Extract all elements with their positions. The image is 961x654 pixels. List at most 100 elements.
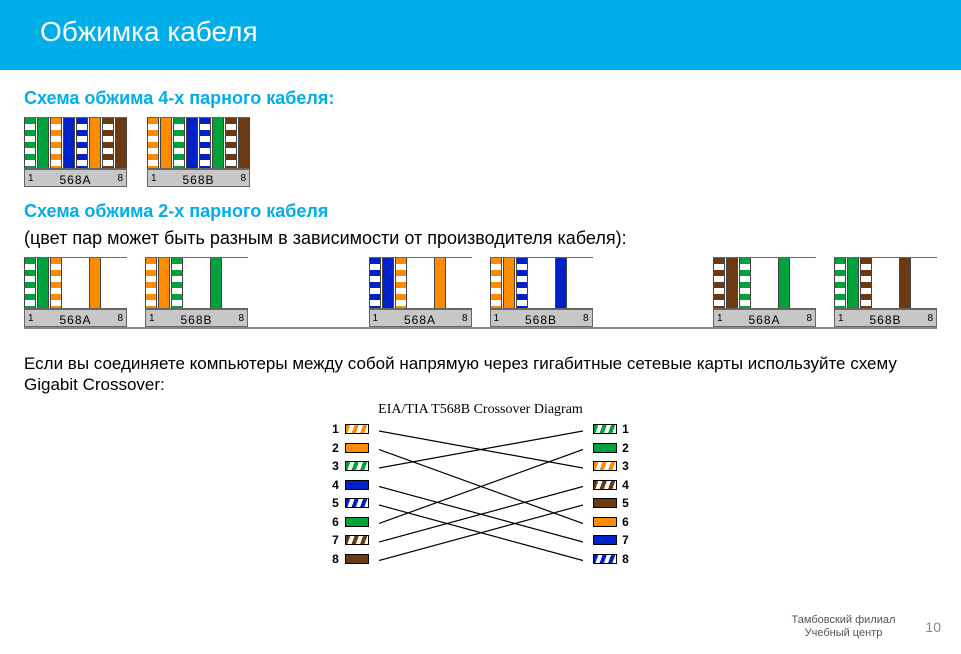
- wire: [223, 258, 235, 308]
- wire-swatch: [593, 535, 617, 545]
- pin-number: 8: [621, 552, 631, 566]
- rj45-connector: 1568B8: [147, 117, 250, 187]
- crossover-pin: 7: [593, 533, 631, 549]
- wire: [50, 118, 62, 168]
- wire: [160, 118, 172, 168]
- pin-number: 1: [331, 422, 341, 436]
- wire: [447, 258, 459, 308]
- wire: [542, 258, 554, 308]
- wire: [37, 118, 49, 168]
- wire: [184, 258, 196, 308]
- pin-number: 5: [331, 496, 341, 510]
- connector-base: 1568B8: [147, 169, 250, 187]
- wire: [421, 258, 433, 308]
- connector-base: 1568B8: [145, 309, 248, 327]
- wire: [581, 258, 593, 308]
- wire: [186, 118, 198, 168]
- wire: [102, 258, 114, 308]
- wire: [199, 118, 211, 168]
- rj45-connector: 1568A8: [24, 257, 127, 327]
- wire-swatch: [345, 535, 369, 545]
- pin-number: 7: [621, 533, 631, 547]
- wire: [460, 258, 472, 308]
- pin-number: 3: [331, 459, 341, 473]
- rj45-connector: 1568A8: [369, 257, 472, 327]
- crossover-pin: 4: [593, 477, 631, 493]
- wire: [834, 258, 846, 308]
- wire: [63, 258, 75, 308]
- wire: [860, 258, 872, 308]
- footer: Тамбовский филиал Учебный центр 10: [792, 614, 941, 640]
- connectors-4pair-row: 1568A8 1568B8: [24, 117, 937, 187]
- pin-number: 7: [331, 533, 341, 547]
- rj45-connector: 1568B8: [834, 257, 937, 327]
- wire: [63, 118, 75, 168]
- crossover-pin: 7: [331, 533, 369, 549]
- crossover-pin: 5: [593, 496, 631, 512]
- wire-swatch: [593, 517, 617, 527]
- wire: [726, 258, 738, 308]
- wire: [752, 258, 764, 308]
- wire: [76, 118, 88, 168]
- section1-heading: Схема обжима 4-х парного кабеля:: [24, 88, 937, 109]
- wire: [238, 118, 250, 168]
- wire: [847, 258, 859, 308]
- wire-swatch: [593, 461, 617, 471]
- wire-swatch: [345, 424, 369, 434]
- wire: [568, 258, 580, 308]
- wire: [925, 258, 937, 308]
- wire: [503, 258, 515, 308]
- rj45-connector: 1568B8: [490, 257, 593, 327]
- wire: [115, 258, 127, 308]
- connector-base: 1568A8: [369, 309, 472, 327]
- wire-swatch: [345, 443, 369, 453]
- pin-number: 4: [621, 478, 631, 492]
- wire-swatch: [593, 443, 617, 453]
- connector-base: 1568A8: [24, 309, 127, 327]
- pin-number: 6: [621, 515, 631, 529]
- wire: [912, 258, 924, 308]
- crossover-left-pins: 12345678: [331, 422, 369, 567]
- pin-number: 3: [621, 459, 631, 473]
- wire-swatch: [345, 498, 369, 508]
- page-title-bar: Обжимка кабеля: [0, 0, 961, 70]
- crossover-pin: 8: [593, 551, 631, 567]
- connector-label: 568A: [25, 173, 126, 187]
- wire: [804, 258, 816, 308]
- wire: [765, 258, 777, 308]
- footer-branch-line1: Тамбовский филиал: [792, 614, 896, 627]
- wire: [145, 258, 157, 308]
- crossover-pin: 5: [331, 496, 369, 512]
- wire-swatch: [345, 480, 369, 490]
- connector-label: 568B: [835, 313, 936, 327]
- wire: [490, 258, 502, 308]
- wire: [89, 118, 101, 168]
- wire: [37, 258, 49, 308]
- wire: [395, 258, 407, 308]
- wire: [158, 258, 170, 308]
- section2-subtext: (цвет пар может быть разным в зависимост…: [24, 228, 937, 249]
- wire: [369, 258, 381, 308]
- connector-base: 1568A8: [713, 309, 816, 327]
- wire: [529, 258, 541, 308]
- wire: [899, 258, 911, 308]
- rj45-connector: 1568A8: [24, 117, 127, 187]
- section2-heading: Схема обжима 2-х парного кабеля: [24, 201, 937, 222]
- wire: [713, 258, 725, 308]
- wire-swatch: [593, 480, 617, 490]
- crossover-pin: 6: [593, 514, 631, 530]
- page-number: 10: [925, 619, 941, 635]
- wire-swatch: [593, 554, 617, 564]
- connector-label: 568A: [25, 313, 126, 327]
- content-area: Схема обжима 4-х парного кабеля: 1568A81…: [0, 70, 961, 572]
- rj45-connector: 1568A8: [713, 257, 816, 327]
- wire-swatch: [345, 461, 369, 471]
- connector-label: 568B: [491, 313, 592, 327]
- crossover-right-pins: 12345678: [593, 422, 631, 567]
- pin-number: 4: [331, 478, 341, 492]
- connector-label: 568B: [146, 313, 247, 327]
- wire-swatch: [593, 424, 617, 434]
- wire: [382, 258, 394, 308]
- wire: [89, 258, 101, 308]
- wire: [147, 118, 159, 168]
